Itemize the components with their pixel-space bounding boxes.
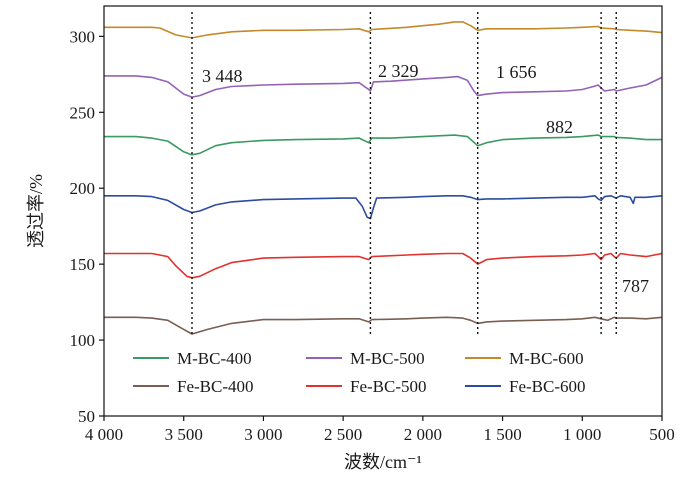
- legend-label: Fe-BC-400: [177, 377, 254, 396]
- x-tick-label: 3 000: [244, 425, 282, 444]
- legend-item-fe-bc-500: Fe-BC-500: [306, 377, 427, 396]
- y-tick-label: 200: [70, 179, 96, 198]
- y-tick-label: 300: [70, 27, 96, 46]
- series-line-fe-bc-400: [104, 316, 663, 335]
- legend-label: Fe-BC-500: [350, 377, 427, 396]
- x-tick-label: 2 000: [404, 425, 442, 444]
- y-tick-label: 100: [70, 331, 96, 350]
- x-tick-label: 1 500: [483, 425, 521, 444]
- x-tick-label: 500: [649, 425, 675, 444]
- legend-item-fe-bc-400: Fe-BC-400: [133, 377, 254, 396]
- x-tick-label: 3 500: [165, 425, 203, 444]
- x-tick-label: 4 000: [85, 425, 123, 444]
- legend-label: M-BC-400: [177, 349, 252, 368]
- y-tick-label: 250: [70, 103, 96, 122]
- legend-item-fe-bc-600: Fe-BC-600: [465, 377, 586, 396]
- legend-label: M-BC-600: [509, 349, 584, 368]
- legend-label: M-BC-500: [350, 349, 425, 368]
- y-tick-label: 50: [78, 407, 95, 426]
- peak-label-882: 882: [546, 117, 573, 137]
- y-axis-title: 透过率/%: [26, 174, 46, 248]
- x-tick-label: 2 500: [324, 425, 362, 444]
- peak-label-1-656: 1 656: [496, 62, 537, 82]
- legend-item-m-bc-400: M-BC-400: [133, 349, 252, 368]
- legend-label: Fe-BC-600: [509, 377, 586, 396]
- y-tick-label: 150: [70, 255, 96, 274]
- peak-label-3-448: 3 448: [202, 66, 243, 86]
- x-axis-title: 波数/cm⁻¹: [344, 452, 422, 472]
- x-tick-label: 1 000: [563, 425, 601, 444]
- peak-label-787: 787: [622, 276, 649, 296]
- legend-item-m-bc-600: M-BC-600: [465, 349, 584, 368]
- peak-label-2-329: 2 329: [378, 61, 419, 81]
- series-line-fe-bc-500: [104, 252, 663, 279]
- series-line-m-bc-400: [104, 134, 662, 156]
- legend-item-m-bc-500: M-BC-500: [306, 349, 425, 368]
- series-line-m-bc-600: [104, 21, 663, 39]
- plot-frame: [103, 5, 663, 417]
- series-line-fe-bc-600: [104, 195, 663, 220]
